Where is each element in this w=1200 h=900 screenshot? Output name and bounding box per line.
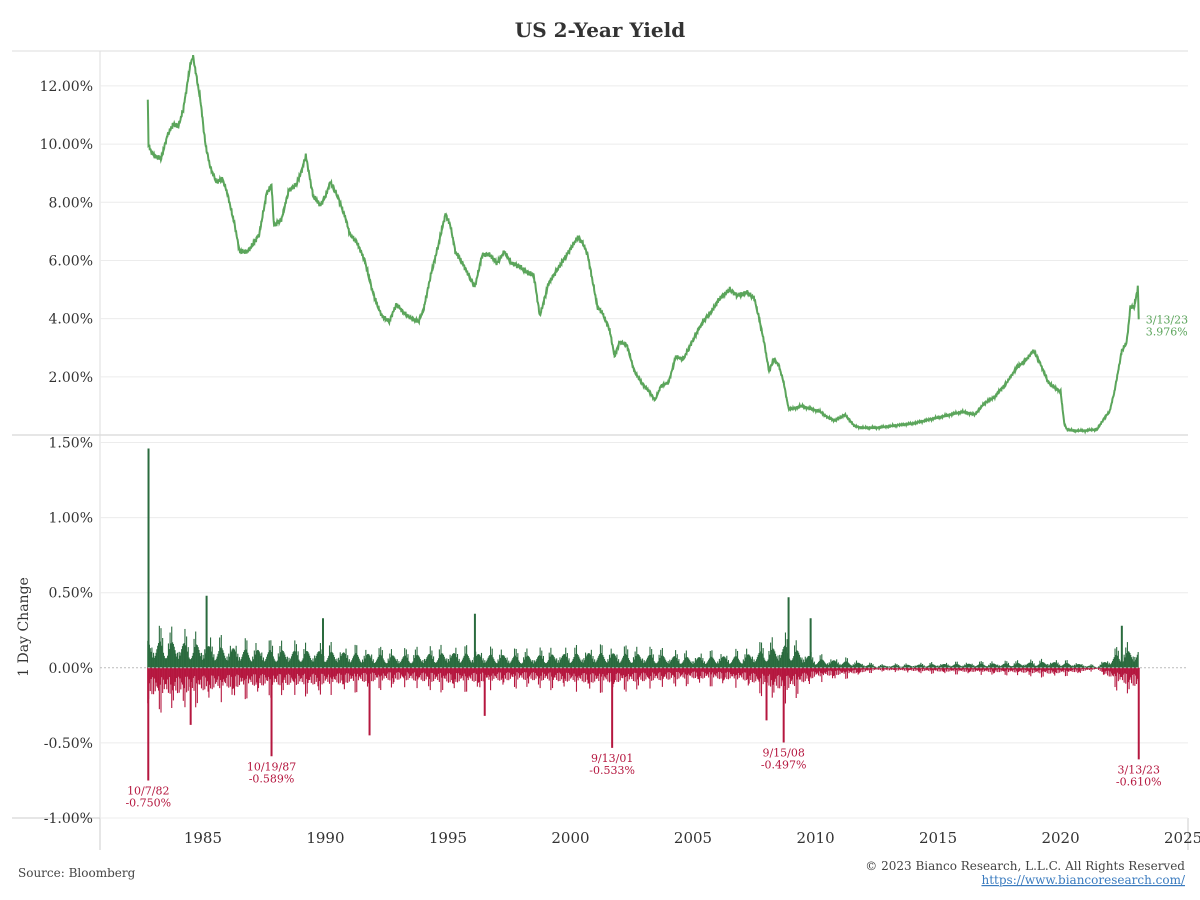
x-tick: 1995: [429, 829, 467, 847]
yield-y-axis: 2.00% 4.00% 6.00% 8.00% 10.00% 12.00%: [40, 79, 93, 386]
change-annotation-value: -0.533%: [589, 764, 635, 777]
x-tick: 1985: [184, 829, 222, 847]
change-y-tick: 0.50%: [49, 586, 93, 602]
x-axis-ticks: 1985 1990 1995 2000 2005 2010 2015 2020 2025: [184, 829, 1200, 847]
yield-y-tick: 10.00%: [40, 137, 93, 153]
change-annotation-value: -0.497%: [761, 758, 807, 771]
x-tick: 2005: [674, 829, 712, 847]
change-annotation-value: -0.589%: [249, 772, 295, 785]
change-y-tick: 0.00%: [49, 661, 93, 677]
yield-y-tick: 4.00%: [49, 312, 93, 328]
x-tick: 2000: [551, 829, 589, 847]
website-link[interactable]: https://www.biancoresearch.com/: [981, 873, 1185, 887]
yield-gridlines: [100, 85, 1188, 378]
x-tick: 2020: [1041, 829, 1079, 847]
change-gridlines: [100, 442, 1188, 819]
change-y-tick: -1.00%: [44, 811, 93, 827]
yield-last-date-label: 3/13/23: [1146, 313, 1188, 326]
change-y-tick: 1.50%: [49, 436, 93, 452]
change-annotation-date: 9/15/08: [762, 746, 804, 759]
change-annotation-date: 10/7/82: [127, 784, 169, 797]
yield-y-tick: 12.00%: [40, 79, 93, 95]
x-tick: 2010: [796, 829, 834, 847]
copyright-note: © 2023 Bianco Research, L.L.C. All Right…: [865, 859, 1185, 873]
change-y-tick: 1.00%: [49, 511, 93, 527]
yield-y-tick: 2.00%: [49, 370, 93, 386]
yield-y-tick: 6.00%: [49, 253, 93, 269]
change-annotation-date: 3/13/23: [1118, 763, 1160, 776]
chart-title: US 2-Year Yield: [515, 18, 685, 42]
change-annotation-date: 9/13/01: [591, 752, 633, 765]
source-note: Source: Bloomberg: [18, 866, 136, 880]
change-annotations: 10/7/82-0.750% 10/19/87-0.589% 9/13/01-0.5…: [125, 746, 1161, 809]
x-tick: 2025: [1164, 829, 1200, 847]
daily-change-bars: [147, 448, 1140, 781]
change-y-axis-label: 1 Day Change: [16, 577, 32, 677]
x-tick: 2015: [919, 829, 957, 847]
change-annotation-value: -0.610%: [1116, 775, 1162, 788]
yield-last-value-label: 3.976%: [1146, 325, 1188, 338]
x-tick: 1990: [306, 829, 344, 847]
yield-y-tick: 8.00%: [49, 195, 93, 211]
change-y-axis: -1.00% -0.50% 0.00% 0.50% 1.00% 1.50%: [44, 436, 93, 827]
change-annotation-date: 10/19/87: [247, 760, 296, 773]
change-y-tick: -0.50%: [44, 736, 93, 752]
change-annotation-value: -0.750%: [125, 796, 171, 809]
yield-series-line: [146, 54, 1140, 435]
